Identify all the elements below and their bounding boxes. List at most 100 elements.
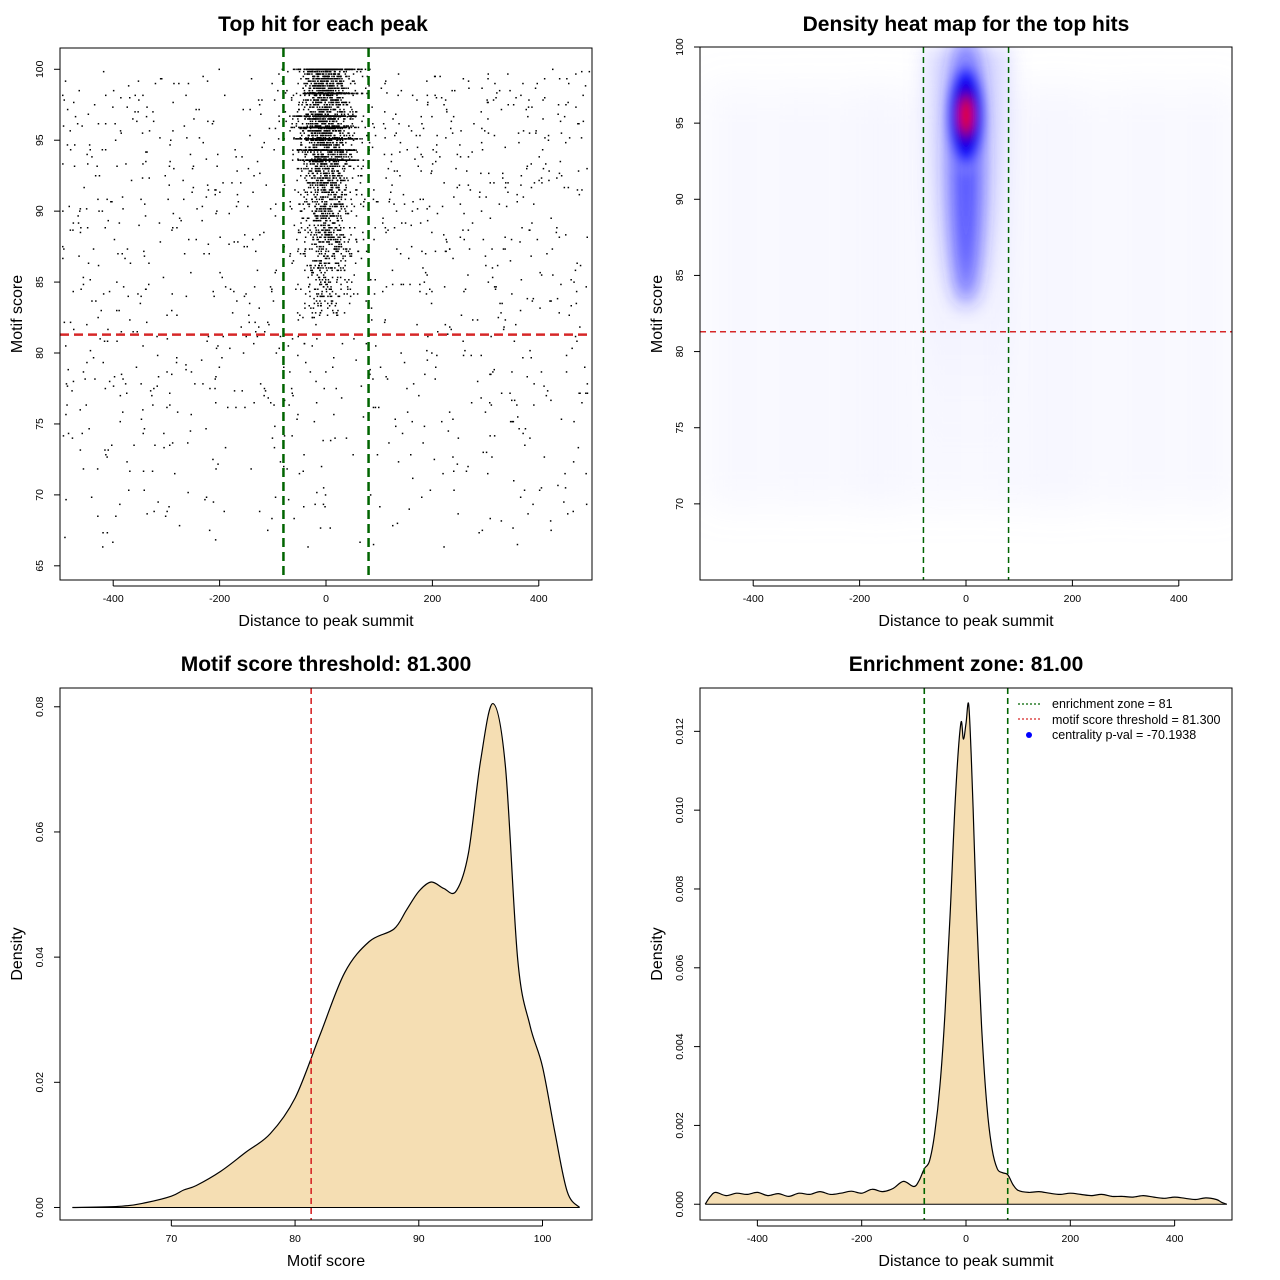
scatter-point: [309, 70, 312, 73]
scatter-point: [310, 82, 312, 85]
scatter-point: [334, 99, 336, 101]
scatter-point: [329, 138, 332, 140]
scatter-point: [317, 97, 319, 99]
scatter-point: [326, 269, 328, 272]
scatter-point: [319, 170, 321, 172]
scatter-point: [530, 186, 533, 189]
scatter-point: [324, 494, 327, 496]
scatter-point: [342, 80, 345, 82]
scatter-point: [313, 99, 315, 101]
scatter-point: [355, 111, 358, 113]
legend: enrichment zone = 81 motif score thresho…: [1018, 697, 1221, 742]
scatter-point: [511, 399, 513, 402]
scatter-point: [313, 106, 315, 108]
scatter-point: [151, 470, 154, 472]
scatter-point: [319, 94, 321, 97]
scatter-point: [336, 153, 339, 156]
scatter-point: [544, 137, 546, 139]
scatter-point: [344, 163, 346, 165]
scatter-point: [340, 138, 343, 140]
scatter-point: [346, 68, 349, 71]
density-curve-layer: [704, 688, 1227, 1220]
scatter-point: [320, 267, 322, 269]
x-tick-label: -200: [209, 593, 230, 605]
scatter-point: [327, 118, 329, 120]
scatter-point: [304, 302, 306, 305]
scatter-point: [348, 134, 351, 137]
scatter-point: [516, 193, 518, 196]
scatter-point: [80, 288, 82, 290]
scatter-point: [316, 219, 318, 222]
scatter-point: [344, 68, 346, 71]
scatter-point: [315, 92, 317, 95]
scatter-point: [317, 132, 319, 134]
scatter-point: [331, 132, 333, 134]
scatter-point: [332, 89, 334, 92]
scatter-point: [529, 349, 531, 352]
scatter-point: [399, 151, 401, 153]
scatter-point: [348, 165, 350, 167]
scatter-point: [300, 288, 302, 290]
heatmap-streak: [1038, 87, 1049, 507]
scatter-point: [435, 97, 438, 99]
scatter-point: [406, 149, 408, 151]
scatter-point: [345, 437, 348, 439]
scatter-point: [334, 196, 336, 198]
scatter-point: [315, 402, 318, 404]
scatter-point: [343, 241, 346, 243]
scatter-point: [332, 101, 335, 104]
scatter-point: [313, 219, 316, 222]
scatter-point: [104, 123, 107, 125]
scatter-point: [325, 217, 327, 219]
scatter-point: [302, 130, 305, 132]
scatter-point: [550, 529, 552, 532]
scatter-point: [143, 428, 146, 430]
scatter-point: [300, 210, 303, 212]
scatter-point: [426, 349, 428, 352]
scatter-point: [320, 271, 322, 274]
scatter-point: [299, 138, 301, 140]
scatter-point: [411, 420, 413, 423]
scatter-point: [355, 111, 357, 113]
scatter-point: [542, 167, 545, 170]
scatter-point: [228, 243, 230, 245]
scatter-point: [338, 126, 341, 129]
scatter-point: [331, 101, 334, 104]
scatter-point: [116, 340, 118, 342]
scatter-point: [317, 80, 319, 82]
scatter-point: [328, 106, 330, 108]
scatter-point: [141, 132, 144, 134]
scatter-point: [347, 87, 349, 89]
scatter-point: [540, 177, 543, 179]
scatter-point: [208, 529, 211, 532]
scatter-point: [321, 182, 323, 184]
scatter-point: [518, 141, 520, 144]
scatter-point: [334, 130, 337, 132]
scatter-point: [248, 314, 250, 316]
scatter-point: [365, 250, 368, 253]
scatter-point: [320, 153, 322, 156]
scatter-point: [566, 78, 568, 80]
scatter-point: [322, 248, 324, 250]
scatter-point: [340, 196, 343, 198]
scatter-point: [278, 115, 280, 117]
scatter-point: [331, 120, 334, 123]
scatter-point: [341, 139, 344, 141]
scatter-point: [336, 113, 338, 115]
scatter-point: [557, 484, 559, 487]
scatter-point: [324, 196, 327, 198]
scatter-point: [349, 227, 351, 229]
scatter-point: [247, 167, 250, 170]
scatter-point: [137, 80, 140, 82]
scatter-point: [322, 149, 325, 151]
scatter-point: [327, 80, 329, 82]
scatter-point: [327, 302, 329, 305]
y-tick-label: 0.06: [34, 822, 46, 843]
scatter-point: [543, 78, 546, 80]
scatter-point: [436, 134, 438, 137]
scatter-point: [342, 101, 344, 104]
scatter-point: [101, 149, 104, 151]
scatter-point: [320, 156, 322, 158]
scatter-point: [315, 217, 318, 219]
scatter-point: [339, 127, 342, 130]
